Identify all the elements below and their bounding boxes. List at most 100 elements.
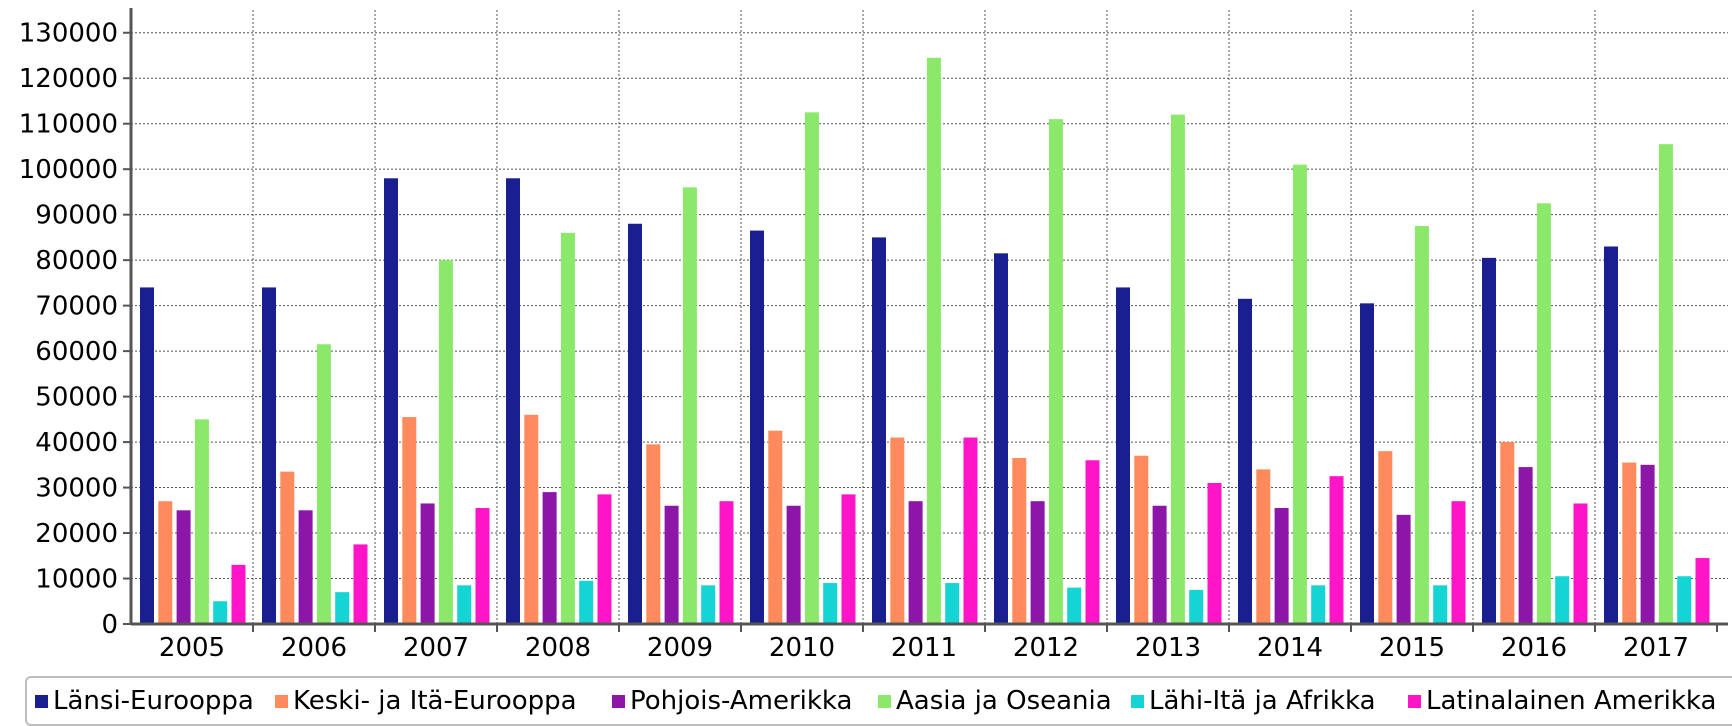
bar [280,471,295,624]
y-tick-label: 100000 [19,155,118,185]
bar [176,510,191,624]
y-tick-label: 60000 [35,337,118,367]
legend-item: Aasia ja Oseania [878,686,1112,716]
legend-swatch [1131,694,1144,708]
bar [628,223,642,624]
bar [475,508,490,624]
legend-label: Keski- ja Itä-Eurooppa [293,686,577,716]
x-tick-label: 2014 [1257,633,1323,663]
y-tick-label: 70000 [35,292,118,322]
x-tick-label: 2011 [891,633,957,663]
bar [768,430,783,624]
bar [140,287,154,624]
bar [1152,505,1167,624]
bar [823,583,838,624]
bar [524,414,539,624]
legend-label: Pohjois-Amerikka [630,686,853,716]
bar [420,503,435,624]
bar [597,494,612,624]
bar [1116,287,1130,624]
bar [1414,226,1429,624]
bar [1311,585,1326,624]
bar [384,178,398,624]
bar [701,585,716,624]
bar [194,419,209,624]
bar [1085,460,1100,624]
bar [926,57,941,624]
legend-swatch [35,694,48,708]
x-tick-label: 2017 [1623,633,1689,663]
bars [140,57,1710,625]
bar [664,505,679,624]
bar [841,494,856,624]
bar [262,287,276,624]
bar [1360,303,1374,624]
y-tick-label: 120000 [19,64,118,94]
bar [872,237,886,624]
y-tick-label: 10000 [35,565,118,595]
bar [646,444,661,624]
bar [1677,576,1692,624]
bar [1048,119,1063,625]
x-tick-label: 2005 [159,633,225,663]
bar [1012,457,1027,624]
bar [231,564,246,624]
bar [402,417,417,624]
bar [1658,144,1673,625]
y-tick-label: 80000 [35,246,118,276]
bar [786,505,801,624]
x-tick-label: 2012 [1013,633,1079,663]
x-tick-label: 2007 [403,633,469,663]
bar [945,583,960,624]
y-tick-label: 90000 [35,201,118,231]
legend-swatch [275,694,288,708]
y-tick-label: 130000 [19,19,118,49]
x-tick-label: 2015 [1379,633,1445,663]
bar [1695,558,1710,624]
legend-item: Pohjois-Amerikka [612,686,852,716]
bar [750,230,764,624]
legend-swatch [878,694,891,708]
bar [1482,257,1496,624]
bar [1067,587,1082,624]
bar [994,253,1008,624]
bar [682,187,697,624]
bar [316,344,331,624]
legend-swatch [612,694,625,708]
bar [1640,464,1655,624]
bar [1329,476,1344,624]
bar [1170,114,1185,624]
y-tick-label: 0 [101,610,118,640]
bar [1573,503,1588,624]
y-tick-label: 20000 [35,519,118,549]
bar [579,580,594,624]
bar [438,260,453,624]
legend-label: Lähi-Itä ja Afrikka [1149,686,1376,716]
bar [1451,501,1466,624]
bar [1274,508,1289,624]
x-tick-label: 2009 [647,633,713,663]
bar [1256,469,1271,624]
bar [719,501,734,624]
bar [963,437,978,624]
bar [1207,483,1222,624]
legend-item: Latinalainen Amerikka [1408,686,1716,716]
bar [560,232,575,624]
bar [298,510,313,624]
bar [353,544,368,624]
bar [890,437,905,624]
x-tick-label: 2013 [1135,633,1201,663]
bar [335,592,350,624]
bar [1433,585,1448,624]
bar [804,112,819,624]
bar [1134,455,1149,624]
bar [1555,576,1570,624]
legend-label: Länsi-Eurooppa [53,686,254,716]
x-tick-label: 2006 [281,633,347,663]
bar [1396,514,1411,624]
bar [1622,462,1637,624]
legend-item: Länsi-Eurooppa [35,686,254,716]
bar [542,492,557,624]
bar [908,501,923,624]
